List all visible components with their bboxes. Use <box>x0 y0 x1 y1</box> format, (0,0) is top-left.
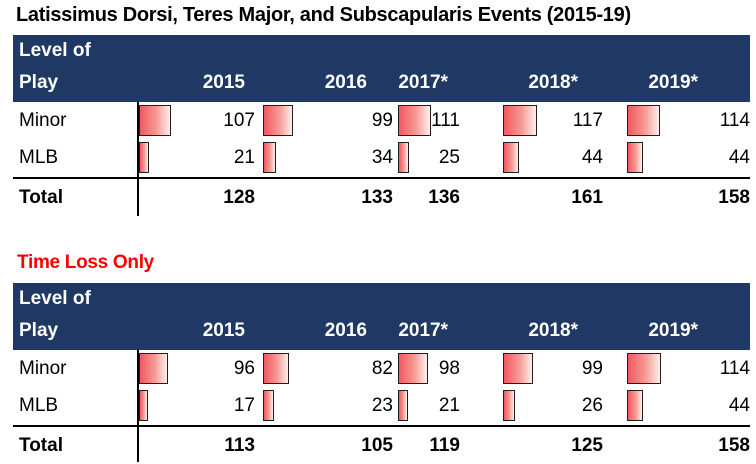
row-label: Total <box>19 186 63 208</box>
table-header: Level of Play 2015 2016 2017* 2018* 2019… <box>13 35 750 102</box>
data-bar <box>398 105 431 136</box>
total-value: 133 <box>361 186 393 208</box>
cell-value: 21 <box>438 395 460 416</box>
cell-value: 111 <box>431 109 460 131</box>
label-divider-line <box>137 102 139 216</box>
data-bar <box>503 105 537 136</box>
column-header-2017: 2017* <box>398 72 448 93</box>
row-label: Total <box>19 434 63 456</box>
column-header-2015: 2015 <box>202 320 245 341</box>
table-row-minor: Minor 96 82 98 99 114 <box>13 350 750 387</box>
row-label: MLB <box>19 147 59 168</box>
data-bar <box>627 105 660 136</box>
total-value: 158 <box>718 186 750 208</box>
total-value: 128 <box>223 186 255 208</box>
total-value: 161 <box>571 186 603 208</box>
data-bar <box>398 142 409 173</box>
column-header-2016: 2016 <box>324 72 367 93</box>
cell-value: 25 <box>438 147 460 168</box>
cell-value: 26 <box>581 395 603 416</box>
report-title: Latissimus Dorsi, Teres Major, and Subsc… <box>16 4 631 26</box>
table-row-mlb: MLB 21 34 25 44 44 <box>13 139 750 177</box>
header-level-of: Level of <box>19 40 91 61</box>
data-bar <box>398 390 408 421</box>
cell-value: 21 <box>233 147 255 168</box>
row-label: MLB <box>19 395 59 416</box>
column-header-2015: 2015 <box>202 72 245 93</box>
total-value: 119 <box>429 434 460 456</box>
total-value: 125 <box>571 434 603 456</box>
column-header-2018: 2018* <box>528 320 578 341</box>
column-header-2019: 2019* <box>648 72 698 93</box>
time-loss-title: Time Loss Only <box>17 252 154 273</box>
cell-value: 44 <box>728 395 750 416</box>
cell-value: 17 <box>233 395 255 416</box>
data-bar <box>627 142 643 173</box>
data-bar <box>627 353 661 384</box>
label-divider-line <box>137 350 139 462</box>
cell-value: 107 <box>223 109 255 131</box>
total-divider-line <box>13 177 750 179</box>
row-label: Minor <box>19 357 67 379</box>
header-play: Play <box>19 320 59 341</box>
total-value: 136 <box>428 186 460 208</box>
cell-value: 99 <box>371 109 393 131</box>
cell-value: 117 <box>572 109 603 131</box>
header-level-of: Level of <box>19 288 91 309</box>
total-value: 158 <box>718 434 750 456</box>
column-header-2019: 2019* <box>648 320 698 341</box>
total-value: 105 <box>361 434 393 456</box>
total-divider-line <box>13 425 750 427</box>
cell-value: 34 <box>371 147 393 168</box>
events-table-time-loss: Level of Play 2015 2016 2017* 2018* 2019… <box>13 283 750 463</box>
data-bar <box>263 390 274 421</box>
cell-value: 99 <box>581 357 603 379</box>
table-row-total: Total 113 105 119 125 158 <box>13 429 750 462</box>
table-row-mlb: MLB 17 23 21 26 44 <box>13 387 750 425</box>
data-bar <box>263 353 289 384</box>
cell-value: 44 <box>728 147 750 168</box>
data-bar <box>263 105 293 136</box>
data-bar <box>398 353 428 384</box>
cell-value: 82 <box>371 357 393 379</box>
events-table-all: Level of Play 2015 2016 2017* 2018* 2019… <box>13 35 750 216</box>
data-bar <box>139 390 148 421</box>
table-row-total: Total 128 133 136 161 158 <box>13 181 750 214</box>
table-row-minor: Minor 107 99 111 117 114 <box>13 102 750 139</box>
column-header-2018: 2018* <box>528 72 578 93</box>
data-bar <box>503 390 515 421</box>
cell-value: 44 <box>581 147 603 168</box>
cell-value: 114 <box>719 357 750 379</box>
row-label: Minor <box>19 109 67 131</box>
data-bar <box>627 390 643 421</box>
data-bar <box>503 142 519 173</box>
table-header: Level of Play 2015 2016 2017* 2018* 2019… <box>13 283 750 350</box>
cell-value: 98 <box>438 357 460 379</box>
data-bar <box>503 353 533 384</box>
data-bar <box>139 353 168 384</box>
header-play: Play <box>19 72 59 93</box>
column-header-2016: 2016 <box>324 320 367 341</box>
data-bar <box>263 142 276 173</box>
total-value: 113 <box>224 434 255 456</box>
cell-value: 96 <box>233 357 255 379</box>
cell-value: 114 <box>719 109 750 131</box>
column-header-2017: 2017* <box>398 320 448 341</box>
data-bar <box>139 105 171 136</box>
cell-value: 23 <box>371 395 393 416</box>
data-bar <box>139 142 149 173</box>
